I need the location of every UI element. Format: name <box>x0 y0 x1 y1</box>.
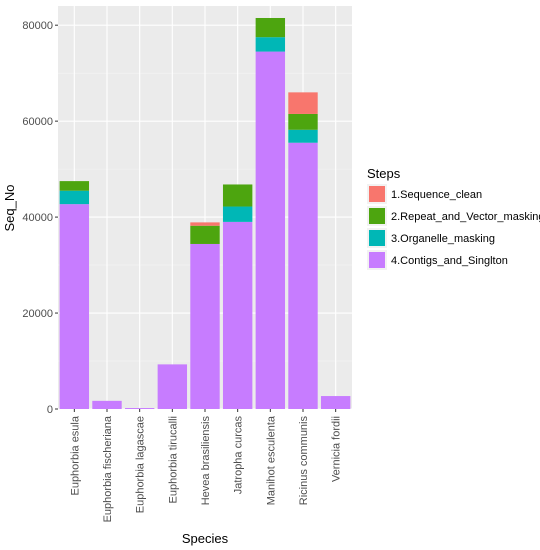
x-tick-label: Euphorbia fischeriana <box>102 415 114 522</box>
legend-label: 1.Sequence_clean <box>391 189 482 201</box>
x-tick-label: Ricinus communis <box>298 416 310 506</box>
y-axis-title: Seq_No <box>2 185 17 232</box>
legend: Steps 1.Sequence_clean 2.Repeat_and_Vecto… <box>367 166 540 270</box>
bar-segment <box>288 113 318 130</box>
bars <box>59 17 351 409</box>
legend-swatch <box>369 252 385 268</box>
legend-title: Steps <box>367 166 401 181</box>
bar-segment <box>222 184 253 207</box>
bar-segment <box>288 142 318 409</box>
legend-label: 2.Repeat_and_Vector_masking <box>391 211 540 223</box>
bar-segment <box>222 206 253 222</box>
y-tick-label: 0 <box>47 404 53 416</box>
bar-segment <box>222 221 253 409</box>
bar-segment <box>157 364 188 409</box>
bar-segment <box>190 225 220 244</box>
legend-swatch <box>369 208 385 224</box>
legend-swatch <box>369 230 385 246</box>
y-tick-label: 40000 <box>22 212 53 224</box>
x-tick-label: Manihot esculenta <box>265 415 277 505</box>
x-axis-title: Species <box>182 531 229 546</box>
bar-segment <box>124 408 155 409</box>
y-axis: 0 20000 40000 60000 80000 <box>22 20 58 416</box>
bar-segment <box>255 37 286 52</box>
x-tick-label: Euphorbia tirucalli <box>167 416 179 503</box>
x-tick-label: Jatropha curcas <box>233 416 245 495</box>
bar-segment <box>255 17 286 38</box>
y-tick-label: 20000 <box>22 308 53 320</box>
bar-segment <box>288 129 318 143</box>
bar-segment <box>59 190 90 205</box>
bar-segment <box>59 204 90 409</box>
x-tick-label: Euphorbia lagascae <box>135 416 147 513</box>
legend-label: 3.Organelle_masking <box>391 233 495 245</box>
bar-segment <box>288 92 318 114</box>
x-axis: Euphorbia esula Euphorbia fischeriana Euph… <box>69 409 343 522</box>
legend-swatch <box>369 186 385 202</box>
y-tick-label: 60000 <box>22 116 53 128</box>
bar-segment <box>92 400 122 409</box>
bar-segment <box>190 222 220 226</box>
bar-segment <box>59 181 90 191</box>
legend-label: 4.Contigs_and_Singlton <box>391 255 508 267</box>
bar-segment <box>255 51 286 409</box>
y-tick-label: 80000 <box>22 20 53 32</box>
x-tick-label: Hevea brasiliensis <box>200 416 212 506</box>
bar-segment <box>320 396 351 409</box>
bar-segment <box>190 243 220 409</box>
x-tick-label: Euphorbia esula <box>69 415 81 495</box>
x-tick-label: Vernicia fordii <box>331 416 343 482</box>
